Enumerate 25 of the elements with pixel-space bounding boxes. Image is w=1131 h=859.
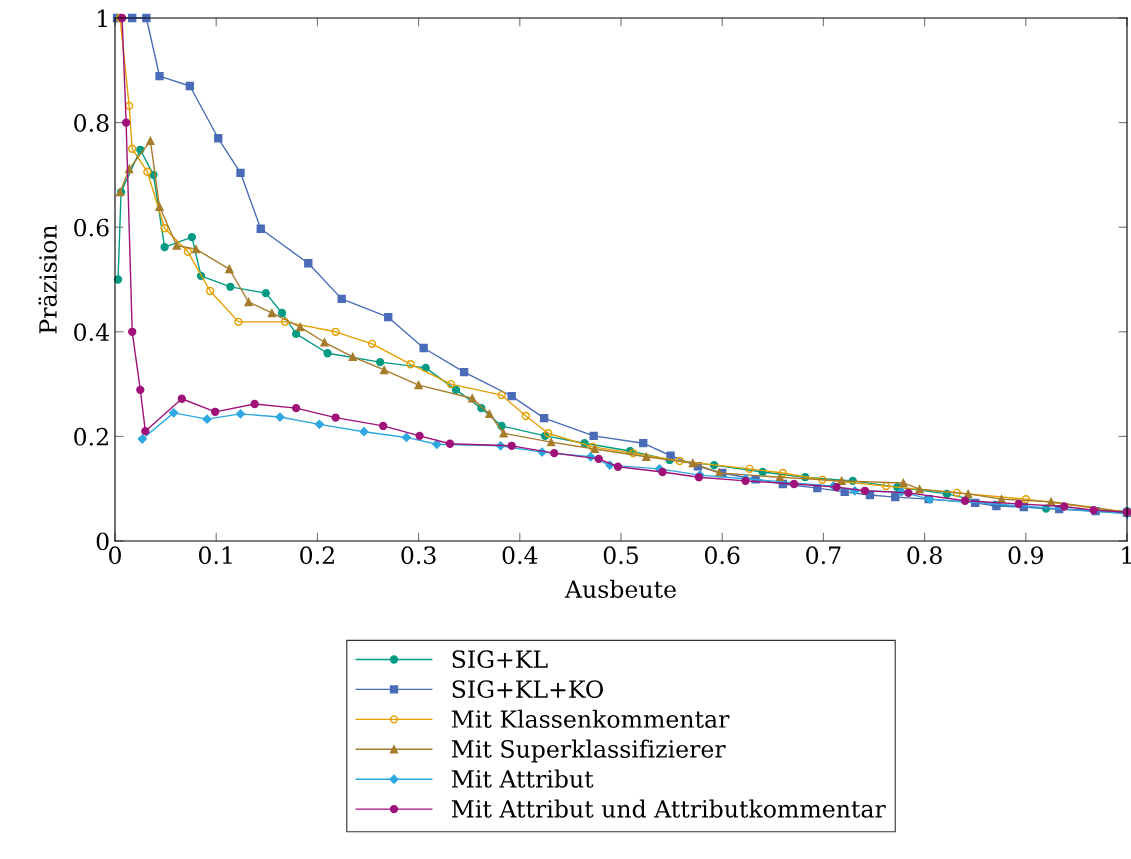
y-tick-label: 1 (98, 9, 107, 27)
y-tick-label: 0.4 (74, 323, 109, 342)
x-tick-label: 0.2 (300, 546, 334, 565)
y-tick-label: 0.2 (74, 427, 108, 446)
legend-label: Mit Superklassifizierer (451, 739, 726, 763)
x-axis-title: Ausbeute (564, 579, 676, 599)
legend-label: Mit Klassenkommentar (451, 709, 730, 728)
x-tick-label: 0.5 (603, 546, 638, 565)
legend-label: SIG+KL+KO (452, 680, 603, 699)
x-tick-label: 1 (1122, 546, 1131, 564)
legend-label: SIG+KL (452, 650, 548, 669)
x-tick-label: 0.6 (704, 546, 740, 565)
x-tick-label: 0.4 (502, 546, 538, 565)
legend-label: Mit Attribut und Attributkommentar (451, 799, 886, 818)
x-tick-label: 0.8 (907, 546, 942, 565)
x-tick-label: 0.1 (198, 546, 232, 565)
x-tick-label: 0 (109, 546, 121, 565)
y-tick-label: 0.6 (74, 218, 109, 237)
y-tick-label: 0.8 (74, 114, 109, 132)
x-tick-label: 0.9 (1008, 546, 1043, 565)
x-tick-label: 0.7 (806, 546, 841, 565)
y-axis-title: Präzision (38, 224, 57, 334)
x-tick-label: 0.3 (401, 546, 436, 565)
y-tick-label: 0 (96, 532, 109, 551)
legend-label: Mit Attribut (451, 769, 594, 788)
